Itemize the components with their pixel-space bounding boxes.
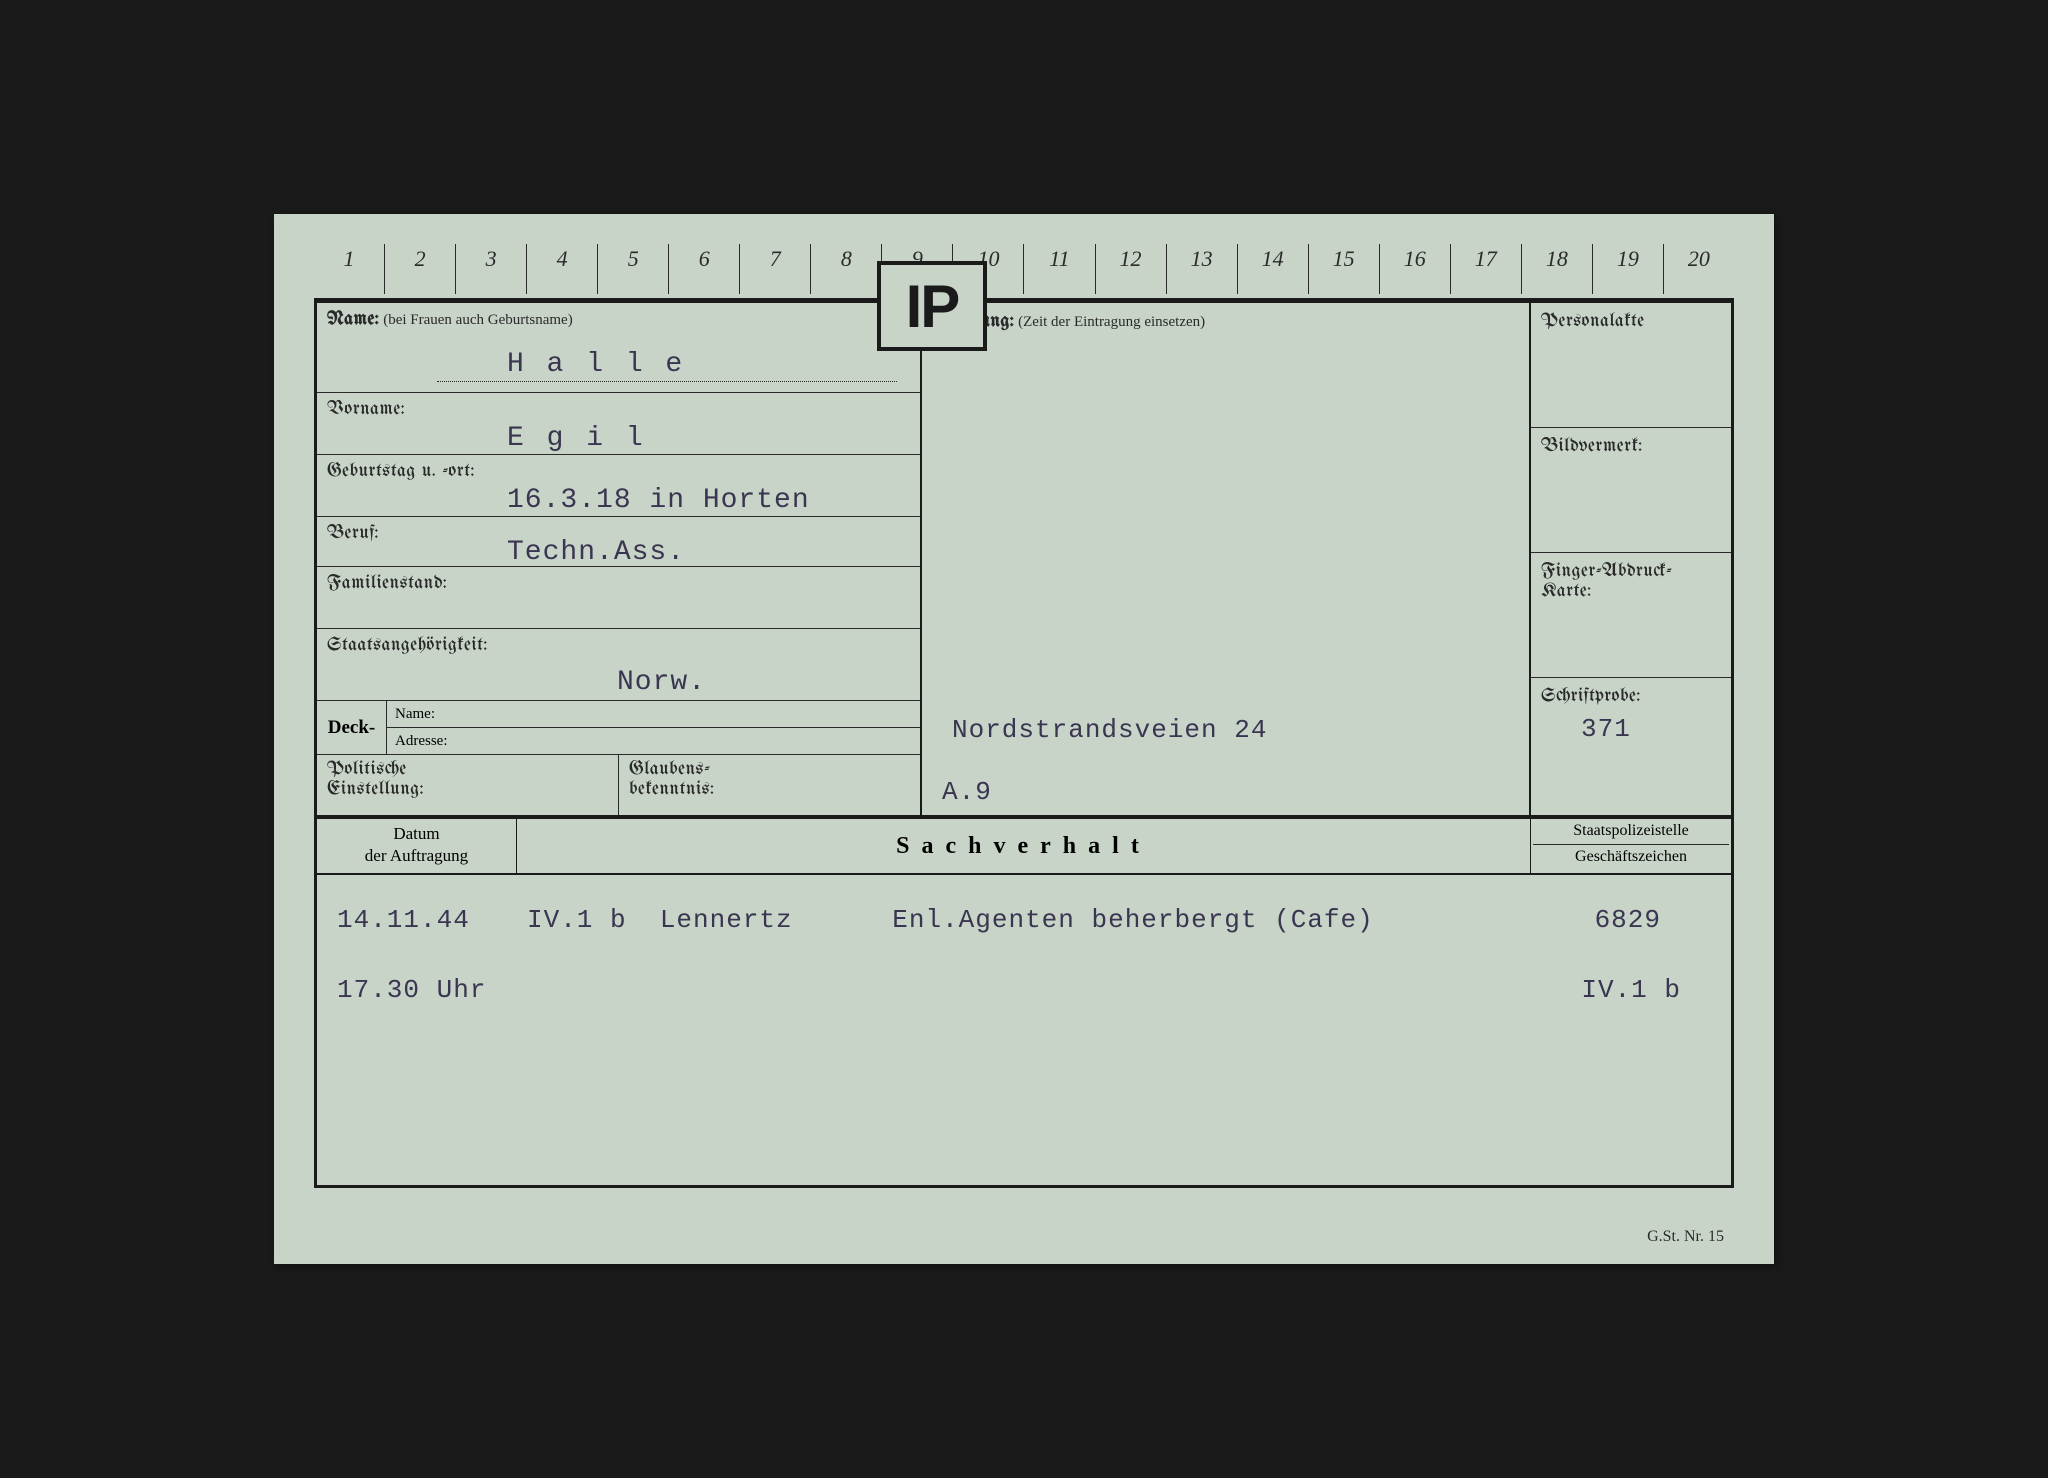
geschaeft-label: Geschäftszeichen: [1533, 847, 1729, 868]
vorname-value: E g i l: [507, 423, 646, 454]
geburtstag-label: Geburtstag u. -ort:: [327, 461, 475, 481]
ruler-tick: 18: [1521, 244, 1592, 294]
vorname-label: Vorname:: [327, 399, 405, 419]
auftragung-label: der Auftragung: [321, 845, 512, 867]
deck-adresse-label: Adresse:: [387, 728, 920, 754]
wohnung-address: Nordstrandsveien 24: [952, 715, 1267, 745]
ruler-tick: 16: [1379, 244, 1450, 294]
entry-body: 14.11.44 17.30 Uhr IV.1 b Lennertz Enl.A…: [317, 875, 1731, 1185]
wohnung-code: A.9: [942, 777, 992, 807]
schriftprobe-cell: Schriftprobe: 371: [1531, 678, 1731, 778]
dotted-line: [437, 381, 897, 382]
upper-section: Name: (bei Frauen auch Geburtsname) H a …: [317, 303, 1731, 819]
staat-value: Norw.: [617, 667, 706, 698]
finger-label: Finger-Abdruck-: [1541, 561, 1721, 581]
schriftprobe-value: 371: [1581, 714, 1631, 744]
staatspolizei-header: Staatspolizeistelle Geschäftszeichen: [1531, 819, 1731, 873]
ruler-tick: 12: [1095, 244, 1166, 294]
name-value: H a l l e: [507, 349, 685, 380]
name-sublabel: (bei Frauen auch Geburtsname): [383, 312, 573, 328]
ruler-tick: 6: [668, 244, 739, 294]
ruler-tick: 14: [1237, 244, 1308, 294]
ruler-tick: 11: [1023, 244, 1094, 294]
wohnung-sublabel: (Zeit der Eintragung einsetzen): [1018, 314, 1205, 330]
personalakte-cell: Personalakte: [1531, 303, 1731, 428]
entry-ref2: IV.1 b: [1581, 975, 1681, 1005]
ruler-tick: 15: [1308, 244, 1379, 294]
ruler-tick: 1: [314, 244, 384, 294]
entry-text: IV.1 b Lennertz Enl.Agenten beherbergt (…: [527, 905, 1374, 935]
staat-field: Staatsangehörigkeit: Norw.: [317, 629, 920, 701]
ruler: 1 2 3 4 5 6 7 8 9 10 11 12 13 14 15 16 1…: [314, 244, 1734, 294]
beruf-value: Techn.Ass.: [507, 537, 685, 568]
politische-cell: Politische Einstellung:: [317, 755, 619, 815]
glaubens-label: Glaubens-: [629, 759, 910, 779]
ruler-tick: 2: [384, 244, 455, 294]
beruf-field: Beruf: Techn.Ass.: [317, 517, 920, 567]
bildvermerk-label: Bildvermerk:: [1541, 436, 1643, 456]
familienstand-label: Familienstand:: [327, 573, 447, 593]
geburtstag-field: Geburtstag u. -ort: 16.3.18 in Horten: [317, 455, 920, 517]
deck-name-label: Name:: [387, 701, 920, 728]
entry-ref1: 6829: [1595, 905, 1661, 935]
staat-label: Staatsangehörigkeit:: [327, 635, 488, 655]
ruler-tick: 5: [597, 244, 668, 294]
ruler-tick: 8: [810, 244, 881, 294]
bekenntnis-label: bekenntnis:: [629, 779, 910, 799]
ruler-tick: 3: [455, 244, 526, 294]
main-frame: IP Name: (bei Frauen auch Geburtsname) H…: [314, 298, 1734, 1188]
right-column: Personalakte Bildvermerk: Finger-Abdruck…: [1531, 303, 1731, 815]
personalakte-label: Personalakte: [1541, 311, 1645, 331]
politische-label: Politische: [327, 759, 608, 779]
deck-label: Deck-: [317, 701, 387, 754]
ruler-tick: 7: [739, 244, 810, 294]
sachverhalt-header: Sachverhalt: [517, 819, 1531, 873]
familienstand-field: Familienstand:: [317, 567, 920, 629]
ruler-tick: 4: [526, 244, 597, 294]
ruler-tick: 17: [1450, 244, 1521, 294]
datum-label: Datum: [321, 823, 512, 845]
finger-cell: Finger-Abdruck- Karte:: [1531, 553, 1731, 678]
politische-row: Politische Einstellung: Glaubens- bekenn…: [317, 755, 920, 815]
schriftprobe-label: Schriftprobe:: [1541, 686, 1641, 706]
entry-date: 14.11.44: [337, 905, 470, 935]
left-column: Name: (bei Frauen auch Geburtsname) H a …: [317, 303, 922, 815]
ruler-tick: 13: [1166, 244, 1237, 294]
glaubens-cell: Glaubens- bekenntnis:: [619, 755, 920, 815]
table-header: Datum der Auftragung Sachverhalt Staatsp…: [317, 819, 1731, 875]
index-card: 1 2 3 4 5 6 7 8 9 10 11 12 13 14 15 16 1…: [274, 214, 1774, 1264]
wohnung-column: Wohnung: (Zeit der Eintragung einsetzen)…: [922, 303, 1531, 815]
name-field: Name: (bei Frauen auch Geburtsname) H a …: [317, 303, 920, 393]
deck-field: Deck- Name: Adresse:: [317, 701, 920, 755]
vorname-field: Vorname: E g i l: [317, 393, 920, 455]
karte-label: Karte:: [1541, 581, 1721, 601]
datum-header: Datum der Auftragung: [317, 819, 517, 873]
entry-time: 17.30 Uhr: [337, 975, 486, 1005]
einstellung-label: Einstellung:: [327, 779, 608, 799]
geburtstag-value: 16.3.18 in Horten: [507, 485, 810, 516]
ruler-tick: 19: [1592, 244, 1663, 294]
name-label: Name:: [327, 309, 379, 329]
ip-badge: IP: [877, 261, 987, 351]
beruf-label: Beruf:: [327, 523, 379, 543]
footer-note: G.St. Nr. 15: [1647, 1228, 1724, 1246]
bildvermerk-cell: Bildvermerk:: [1531, 428, 1731, 553]
staatspolizei-label: Staatspolizeistelle: [1533, 821, 1729, 845]
ruler-tick: 20: [1663, 244, 1734, 294]
